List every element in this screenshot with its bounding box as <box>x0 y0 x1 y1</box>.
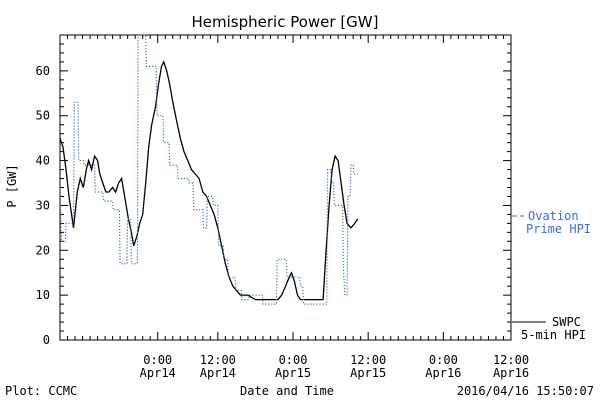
x-tick-label: 0:00 <box>143 353 172 367</box>
x-tick-sublabel: Apr14 <box>140 366 176 380</box>
x-tick-sublabel: Apr15 <box>350 366 386 380</box>
x-tick-label: 0:00 <box>429 353 458 367</box>
x-axis-label: Date and Time <box>240 384 334 398</box>
footer-credit: Plot: CCMC <box>5 384 77 398</box>
y-tick-label: 10 <box>36 288 50 302</box>
y-axis: 0 10 20 30 40 50 60 <box>36 34 511 347</box>
footer-timestamp: 2016/04/16 15:50:07 <box>457 384 594 398</box>
x-tick-sublabel: Apr14 <box>200 366 236 380</box>
y-tick-label: 20 <box>36 243 50 257</box>
x-axis: 0:00Apr1412:00Apr140:00Apr1512:00Apr150:… <box>59 35 529 380</box>
series-group <box>59 34 359 305</box>
legend: Ovation Prime HPI SWPC 5-min HPI <box>512 209 591 342</box>
y-tick-label: 40 <box>36 154 50 168</box>
series-line-swpc <box>59 60 359 301</box>
y-tick-label: 60 <box>36 64 50 78</box>
y-tick-label: 30 <box>36 198 50 212</box>
x-tick-sublabel: Apr16 <box>493 366 529 380</box>
series-line-ovation <box>59 34 358 305</box>
legend-swpc-line2: 5-min HPI <box>521 328 586 342</box>
legend-ovation-line1: Ovation <box>528 209 579 223</box>
chart-title: Hemispheric Power [GW] <box>192 13 379 31</box>
x-tick-sublabel: Apr16 <box>425 366 461 380</box>
plot-frame <box>59 34 512 341</box>
x-tick-sublabel: Apr15 <box>275 366 311 380</box>
y-axis-label: P [GW] <box>5 164 19 207</box>
y-tick-label: 0 <box>43 333 50 347</box>
x-tick-label: 12:00 <box>200 353 236 367</box>
x-tick-label: 12:00 <box>350 353 386 367</box>
y-tick-label: 50 <box>36 109 50 123</box>
x-tick-label: 12:00 <box>493 353 529 367</box>
x-tick-label: 0:00 <box>279 353 308 367</box>
legend-ovation-line2: Prime HPI <box>526 222 591 236</box>
legend-swpc-line1: SWPC <box>552 315 581 329</box>
